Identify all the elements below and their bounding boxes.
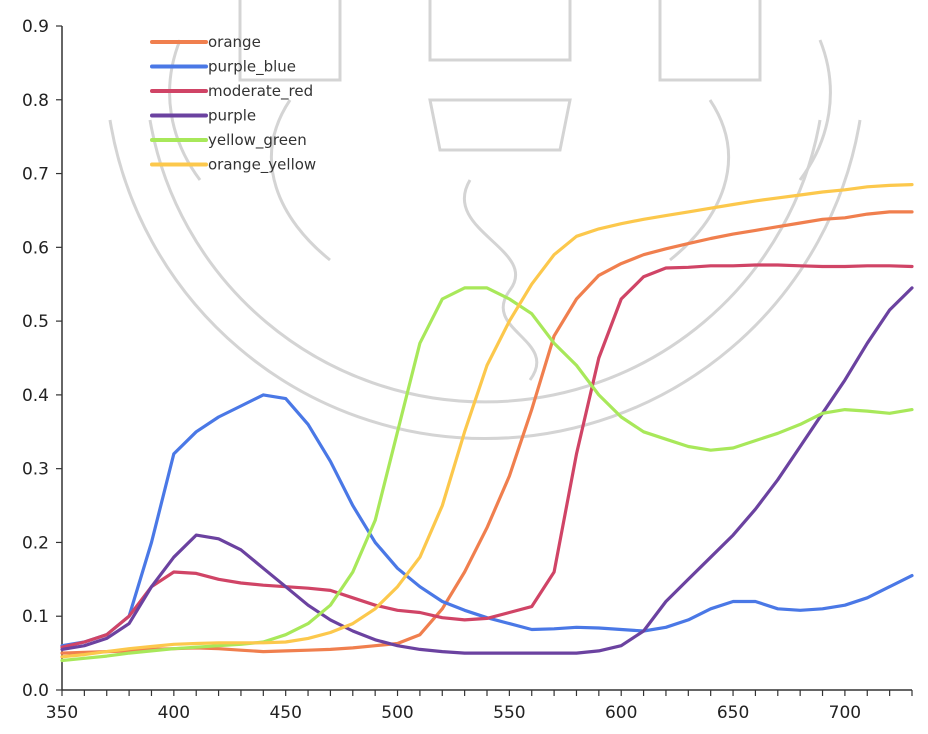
series-line-orange bbox=[60, 210, 914, 655]
legend-label: purple_blue bbox=[208, 58, 296, 77]
series-lines bbox=[60, 183, 914, 663]
legend-label: orange_yellow bbox=[208, 156, 316, 175]
y-tick-label: 0.9 bbox=[22, 17, 49, 37]
y-tick-label: 0.0 bbox=[22, 681, 49, 701]
legend-label: orange bbox=[208, 33, 261, 51]
y-tick-label: 0.4 bbox=[22, 386, 49, 406]
x-tick-label: 350 bbox=[46, 703, 78, 723]
x-tick-label: 450 bbox=[269, 703, 301, 723]
legend-label: yellow_green bbox=[208, 131, 307, 150]
y-tick-label: 0.7 bbox=[22, 165, 49, 185]
axes bbox=[61, 26, 912, 691]
series-line-yellow-green bbox=[60, 286, 914, 663]
series-line-purple bbox=[60, 286, 914, 655]
x-tick-label: 650 bbox=[717, 703, 749, 723]
legend-label: purple bbox=[208, 107, 256, 125]
series-line-moderate-red bbox=[60, 263, 914, 649]
x-tick-label: 500 bbox=[381, 703, 413, 723]
university-seal-watermark bbox=[108, 0, 862, 441]
y-tick-label: 0.2 bbox=[22, 533, 49, 553]
x-axis-ticks: 350 400 450 500 550 600 650 700 bbox=[46, 690, 913, 723]
y-tick-label: 0.6 bbox=[22, 238, 49, 258]
series-line-purple-blue bbox=[60, 393, 914, 648]
y-axis-ticks: 0.0 0.1 0.2 0.3 0.4 0.5 0.6 0.7 0.8 0.9 bbox=[22, 17, 62, 701]
y-tick-label: 0.3 bbox=[22, 460, 49, 480]
x-tick-label: 700 bbox=[829, 703, 861, 723]
legend-label: moderate_red bbox=[208, 82, 313, 101]
y-tick-label: 0.5 bbox=[22, 312, 49, 332]
series-line-orange-yellow bbox=[60, 183, 914, 659]
x-tick-label: 400 bbox=[158, 703, 190, 723]
y-tick-label: 0.1 bbox=[22, 607, 49, 627]
y-tick-label: 0.8 bbox=[22, 91, 49, 111]
x-tick-label: 550 bbox=[493, 703, 525, 723]
x-tick-label: 600 bbox=[605, 703, 637, 723]
